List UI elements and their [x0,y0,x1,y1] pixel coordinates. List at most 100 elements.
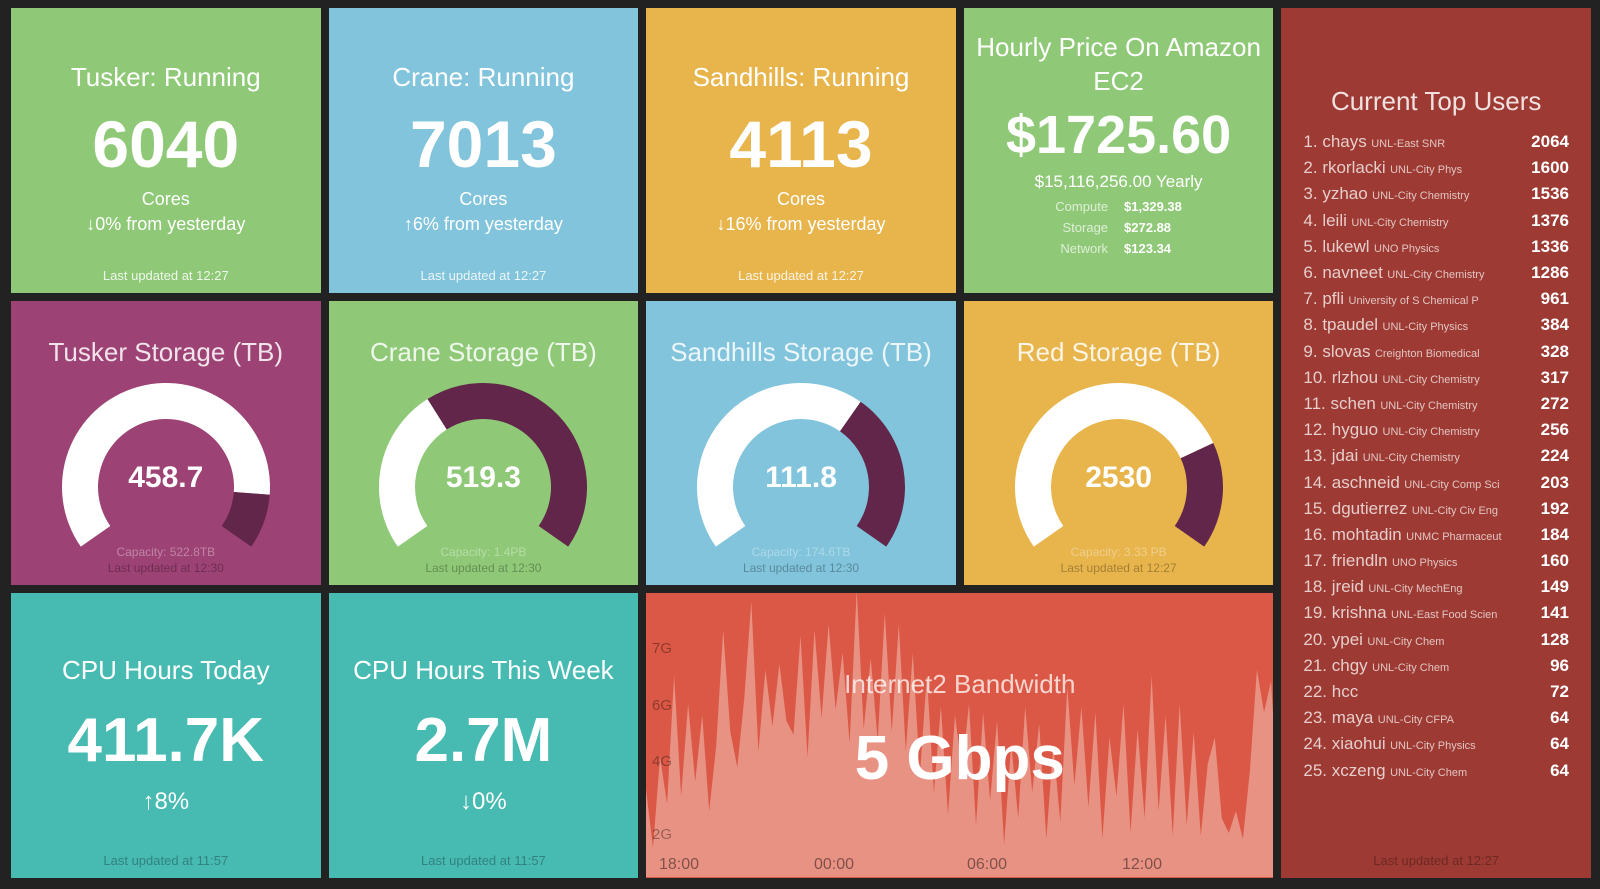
user-name: 13. jdai [1303,446,1358,465]
price-label: Compute [1055,199,1109,214]
user-org: Creighton Biomedical [1374,347,1480,360]
change-value: 0% from yesterday [95,214,246,234]
user-label: 7. pfli University of S Chemical P [1303,289,1478,309]
price-row: Compute $1,329.38 [1047,196,1190,217]
tile-value: 7013 [409,107,557,181]
y-tick-label: 6G [652,697,672,714]
user-rank: 12. [1303,420,1328,440]
user-label: 4. leili UNL-City Chemistry [1303,211,1448,231]
user-label: 25. xczeng UNL-City Chem [1303,761,1467,781]
user-rank: 11. [1303,393,1326,413]
user-value: 149 [1540,577,1569,597]
user-login: jreid [1331,577,1364,597]
list-item: 9. slovas Creighton Biomedical 328 [1303,339,1569,365]
user-label: 6. navneet UNL-City Chemistry [1303,263,1484,283]
user-value: 272 [1540,393,1569,413]
gauge-value: 458.7 [128,460,204,494]
list-item: 23. maya UNL-City CFPA 64 [1303,705,1569,731]
user-name: 16. mohtadin [1303,525,1401,544]
user-rank: 3. [1303,184,1318,204]
cpu-hours-today-tile: CPU Hours Today 411.7K ↑8% Last updated … [11,593,321,878]
user-name: 17. friendln [1303,551,1387,570]
change-text: ↓0% [329,788,639,816]
user-org: UNO Physics [1374,242,1440,255]
price-row: Storage $272.88 [1047,217,1190,238]
user-rank: 14. [1303,472,1328,492]
user-login: navneet [1322,263,1383,283]
x-tick-label: 12:00 [1122,856,1162,873]
user-value: 141 [1540,603,1569,623]
user-name: 4. leili [1303,211,1346,230]
user-rank: 4. [1303,210,1318,230]
user-login: jdai [1331,446,1359,466]
user-org: UNL-City Chemistry [1380,399,1478,412]
user-rank: 1. [1303,132,1318,152]
user-login: pfli [1322,289,1345,309]
tile-title: Sandhills: Running [692,62,910,92]
tusker-running-tile: Tusker: Running 6040 Cores ↓0% from yest… [11,8,321,293]
user-org: UNL-City Chemistry [1362,452,1460,465]
user-name: 9. slovas [1303,342,1370,361]
user-value: 961 [1540,289,1569,309]
list-item: 20. ypei UNL-City Chem 128 [1303,627,1569,653]
user-rank: 10. [1303,367,1328,387]
user-login: dgutierrez [1331,498,1408,518]
list-item: 19. krishna UNL-East Food Scien 141 [1303,600,1569,626]
user-value: 64 [1550,708,1569,728]
updated-at: Last updated at 11:57 [103,852,229,868]
user-login: lukewl [1322,236,1370,256]
user-org: UNO Physics [1391,557,1458,570]
hourly-price: $1725.60 [1005,105,1232,165]
tile-unit: Cores [141,189,190,209]
tile-title: Current Top Users [1330,86,1542,116]
gauge-used-arc [61,382,270,547]
user-value: 192 [1540,498,1569,518]
user-rank: 19. [1303,603,1328,623]
gauge-free-arc [839,401,905,547]
sandhills-storage-tile: Sandhills Storage (TB) 111.8 Capacity: 1… [646,300,956,586]
red-storage-tile: Red Storage (TB) 2530 Capacity: 3.33 PB … [963,300,1274,586]
tile-value: 411.7K [67,706,265,776]
list-item: 11. schen UNL-City Chemistry 272 [1303,391,1569,417]
top-users-tile: Current Top Users 1. chays UNL-East SNR 2… [1281,8,1591,878]
price-label: Network [1060,241,1109,256]
user-value: 328 [1540,341,1569,361]
user-rank: 15. [1303,498,1328,518]
user-value: 128 [1540,629,1569,649]
user-rank: 18. [1303,577,1328,597]
list-item: 17. friendln UNO Physics 160 [1303,548,1569,574]
user-org: UNL-East Food Scien [1391,609,1498,622]
user-label: 2. rkorlacki UNL-City Phys [1303,158,1462,178]
list-item: 15. dgutierrez UNL-City Civ Eng 192 [1303,496,1569,522]
tile-value: 6040 [92,107,240,181]
user-login: chgy [1331,655,1368,675]
list-item: 10. rlzhou UNL-City Chemistry 317 [1303,365,1569,391]
updated-at: Last updated at 12:30 [742,561,860,576]
user-value: 72 [1550,682,1569,702]
user-org: UNL-City Chem [1372,661,1450,674]
list-item: 5. lukewl UNO Physics 1336 [1303,234,1569,260]
user-rank: 17. [1303,551,1328,571]
user-label: 11. schen UNL-City Chemistry [1303,394,1477,414]
gauge-value: 519.3 [445,460,521,494]
bandwidth-tile: 2G 4G 6G 7G 18:00 00:00 06:00 12:00 Internet2 B… [646,593,1274,878]
user-org: UNL-City Phys [1390,164,1463,177]
list-item: 1. chays UNL-East SNR 2064 [1303,129,1569,155]
ec2-price-tile: Hourly Price On Amazon EC2 $1725.60 $15,… [963,8,1274,293]
change-text: ↑8% [11,788,321,816]
arrow-down-icon: ↓ [460,788,473,816]
user-label: 20. ypei UNL-City Chem [1303,630,1444,650]
gauge-value: 2530 [1085,460,1152,494]
list-item: 12. hyguo UNL-City Chemistry 256 [1303,417,1569,443]
user-label: 16. mohtadin UNMC Pharmaceut [1303,525,1501,545]
user-org: UNL-City Civ Eng [1411,504,1499,517]
tile-value: 2.7M [414,706,553,776]
tile-title: Internet2 Bandwidth [844,669,1076,700]
user-login: chays [1322,132,1367,152]
user-value: 64 [1550,760,1569,780]
bandwidth-area-series [646,593,1274,878]
list-item: 7. pfli University of S Chemical P 961 [1303,286,1569,312]
updated-at: Last updated at 12:27 [738,267,864,283]
sandhills-running-tile: Sandhills: Running 4113 Cores ↓16% from … [646,8,956,293]
user-rank: 9. [1303,341,1318,361]
